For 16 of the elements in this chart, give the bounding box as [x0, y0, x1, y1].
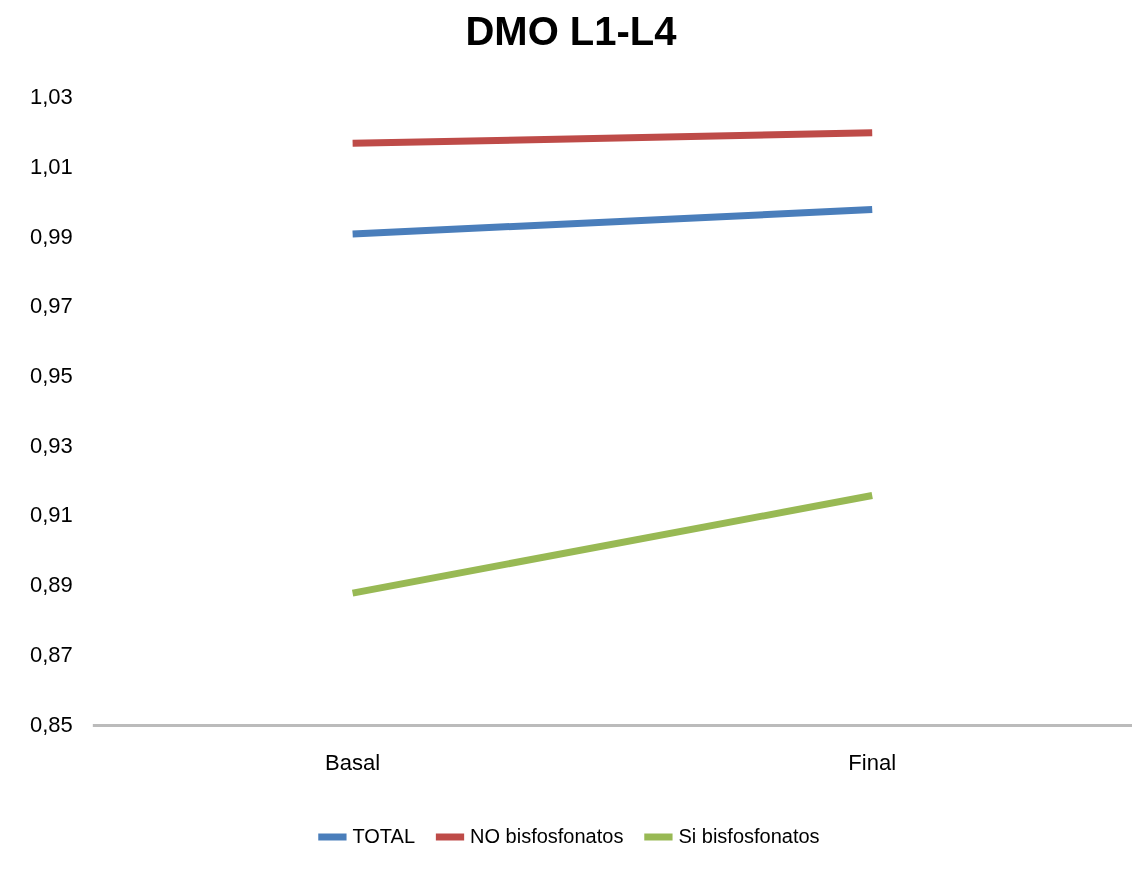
- y-tick-label: 0,91: [29, 502, 73, 528]
- y-tick-label: 1,01: [29, 153, 73, 179]
- x-tick-label: Basal: [325, 749, 381, 775]
- chart-title: DMO L1-L4: [465, 9, 678, 54]
- y-tick-label: 0,93: [29, 432, 73, 458]
- y-tick-label: 0,95: [29, 363, 73, 388]
- legend-label: Si bisfosfonatos: [678, 824, 820, 847]
- legend-label: TOTAL: [352, 824, 416, 847]
- y-tick-label: 0,87: [29, 641, 73, 667]
- y-tick-label: 0,97: [29, 293, 73, 319]
- y-tick-label: 0,85: [29, 711, 73, 737]
- y-tick-label: 0,99: [29, 223, 73, 249]
- y-tick-label: 0,89: [29, 572, 73, 598]
- legend-label: NO bisfosfonatos: [470, 824, 624, 847]
- y-tick-label: 1,03: [29, 84, 73, 110]
- x-tick-label: Final: [848, 749, 897, 775]
